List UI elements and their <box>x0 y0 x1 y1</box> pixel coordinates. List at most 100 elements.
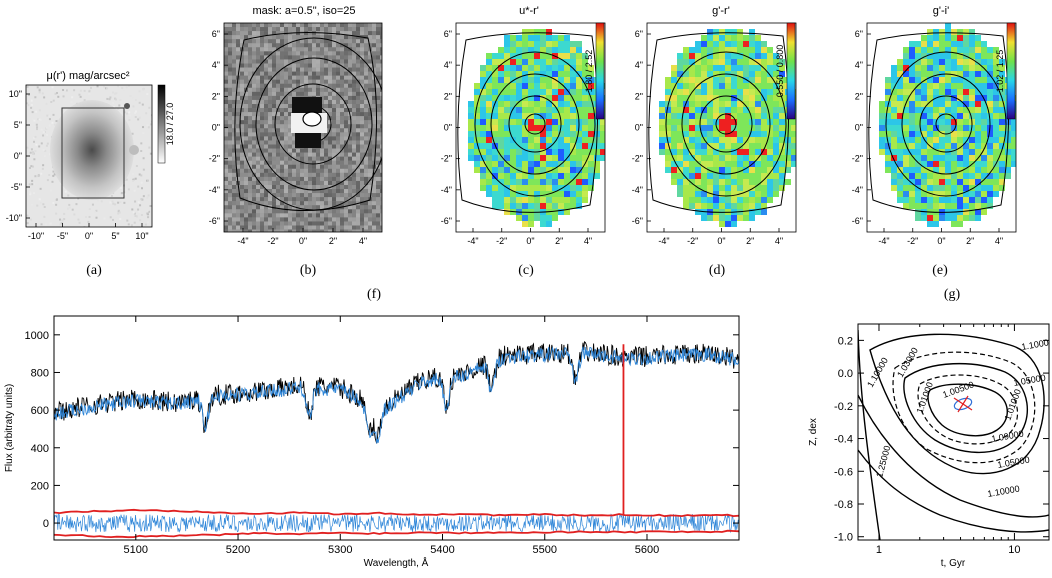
panel-d-ticks: -4" -2" 0" 2" 4" 6" 4" 2" 0" -2" -4" -6" <box>632 29 783 246</box>
panel_b-ytick-6: -6" <box>209 216 220 226</box>
panel_d-ytick-4: -2" <box>632 154 643 164</box>
panel_e-ytick-0: 6" <box>855 29 863 39</box>
panel-c-title: u*-r' <box>519 5 539 17</box>
star-spot <box>124 103 130 109</box>
panel_b-xtick-4: 4" <box>359 236 367 246</box>
contour-inner <box>927 383 1008 437</box>
panel-c: u*-r' 1.80 / 2.52 -4" -2" 0" 2" 4" 6" 4" 2" 0" -2… <box>441 5 606 278</box>
spectrum-series-3 <box>54 508 739 518</box>
panel-c-ticks: -4" -2" 0" 2" 4" 6" 4" 2" 0" -2" -4" -6" <box>441 29 592 246</box>
panel-f-xtick-3: 5400 <box>430 544 454 556</box>
panel_e-xtick-0: -4" <box>878 236 889 246</box>
contour-label-10: 1.10000 <box>1021 336 1052 351</box>
panel_c-xtick-2: 0" <box>526 236 534 246</box>
panel-f-ylabel: Flux (arbitraty units) <box>4 384 15 472</box>
panel-e-ticks: -4" -2" 0" 2" 4" 6" 4" 2" 0" -2" -4" -6" <box>852 29 1003 246</box>
panel-f-xtick-1: 5200 <box>226 544 250 556</box>
panel_b-xtick-0: -4" <box>237 236 248 246</box>
panel-d-contours <box>648 32 790 213</box>
spectrum-series-0 <box>54 340 739 444</box>
contour-plot-area: 1.10000 1.03000 1.00500 1.01000 1.25000 … <box>858 329 1052 540</box>
panel_a-xtick-4: 10" <box>135 231 148 241</box>
spectrum-plot-area <box>54 340 739 539</box>
panel-g-ytick-6: -1.0 <box>834 532 853 544</box>
panel_e-xtick-4: 4" <box>995 236 1003 246</box>
panel-f-xtick-0: 5100 <box>124 544 148 556</box>
panel_c-ytick-5: -4" <box>441 185 452 195</box>
panel_d-xtick-1: -2" <box>687 236 698 246</box>
panel-e-colorbar-label: 1.02 / 1.25 <box>995 50 1005 93</box>
panel-g-xtick-0: 1 <box>876 544 882 556</box>
panel-c-colorbar <box>595 22 605 120</box>
panel_e-ytick-5: -4" <box>852 185 863 195</box>
spectrum-series-4 <box>54 529 739 539</box>
panel_c-xtick-3: 2" <box>555 236 563 246</box>
panel-g-ytick-0: 0.2 <box>838 335 853 347</box>
panel_c-ytick-6: -6" <box>441 216 452 226</box>
panel-f-xlabel: Wavelength, Å <box>364 556 429 569</box>
panel-f-ytick-1: 200 <box>31 480 49 492</box>
panel_b-ytick-3: 0" <box>212 123 220 133</box>
best-fit-marker <box>953 395 973 413</box>
panel_c-xtick-4: 4" <box>584 236 592 246</box>
panel-g-ytick-5: -0.8 <box>834 499 853 511</box>
panel_d-ytick-1: 4" <box>635 60 643 70</box>
panel-f-ytick-4: 800 <box>31 367 49 379</box>
panel-a: μ(r') mag/arcsec² 18.0 / 27.0 -10" -5" 0" 5… <box>6 70 175 278</box>
panel-d-colorbar-label: 0.550 / 0.800 <box>775 45 785 98</box>
panel-f-frame <box>53 315 740 541</box>
panel-a-colorbar-label: 18.0 / 27.0 <box>165 103 175 146</box>
panel_d-xtick-0: -4" <box>658 236 669 246</box>
panel-label-f: (f) <box>367 287 381 302</box>
solid-contours <box>858 329 1049 540</box>
best-fit-cross-b <box>957 395 969 413</box>
panel-e-color-map <box>879 23 1016 227</box>
panel-label-d: (d) <box>709 263 726 278</box>
panel-f-ytick-2: 400 <box>31 443 49 455</box>
contour-label-8: 1.10000 <box>987 483 1021 498</box>
panel_d-xtick-4: 4" <box>775 236 783 246</box>
panel_d-xtick-2: 0" <box>717 236 725 246</box>
panel-f-xtick-5: 5600 <box>635 544 659 556</box>
panel_c-ytick-2: 2" <box>444 91 452 101</box>
panel_a-ytick-1: 5" <box>14 120 22 130</box>
panel_e-ytick-4: -2" <box>852 154 863 164</box>
companion-spot <box>129 145 139 155</box>
panel_c-xtick-1: -2" <box>496 236 507 246</box>
panel_b-xtick-3: 2" <box>329 236 337 246</box>
panel-g-xlabel: t, Gyr <box>941 558 966 569</box>
panel-label-a: (a) <box>86 263 102 278</box>
panel_d-ytick-0: 6" <box>635 29 643 39</box>
panel-b-mask <box>291 97 327 148</box>
panel_b-ytick-1: 4" <box>212 60 220 70</box>
contour-mid <box>903 362 1029 454</box>
panel_d-xtick-3: 2" <box>746 236 754 246</box>
panel_a-xtick-2: 0" <box>85 231 93 241</box>
panel-d-title: g'-r' <box>712 5 730 17</box>
panel_b-ytick-5: -4" <box>209 185 220 195</box>
spectrum-series-2 <box>54 513 739 533</box>
panel_d-ytick-5: -4" <box>632 185 643 195</box>
panel_b-ytick-2: 2" <box>212 91 220 101</box>
contour-label-1: 1.03000 <box>895 346 920 379</box>
panel_d-ytick-6: -6" <box>632 216 643 226</box>
panel-c-contours <box>457 32 599 213</box>
contour-labels: 1.10000 1.03000 1.00500 1.01000 1.25000 … <box>865 336 1052 498</box>
contour-109 <box>858 394 1049 518</box>
panel_e-ytick-1: 4" <box>855 60 863 70</box>
dashed-contours <box>892 351 1036 464</box>
panel-label-c: (c) <box>518 263 534 278</box>
panel-d-color-map <box>659 29 796 227</box>
panel-f-xtick-4: 5500 <box>533 544 557 556</box>
panel-f-spectrum: 5100 5200 5300 5400 5500 5600 0 200 400 600 800 100… <box>4 315 740 569</box>
contour-label-2: 1.00500 <box>941 379 975 400</box>
best-fit-ellipse <box>953 397 973 411</box>
mask-ellipse <box>302 111 322 127</box>
panel_a-ytick-2: 0" <box>14 151 22 161</box>
panel_a-xtick-0: -10" <box>28 231 44 241</box>
panel-e: g'-i' 1.02 / 1.25 -4" -2" 0" 2" 4" 6" 4" 2" 0" -2… <box>852 5 1017 278</box>
panel-a-zoom-box <box>61 107 125 199</box>
panel-b-ticks: -4" -2" 0" 2" 4" 6" 4" 2" 0" -2" -4" -6" <box>209 29 367 246</box>
panel_e-ytick-6: -6" <box>852 216 863 226</box>
